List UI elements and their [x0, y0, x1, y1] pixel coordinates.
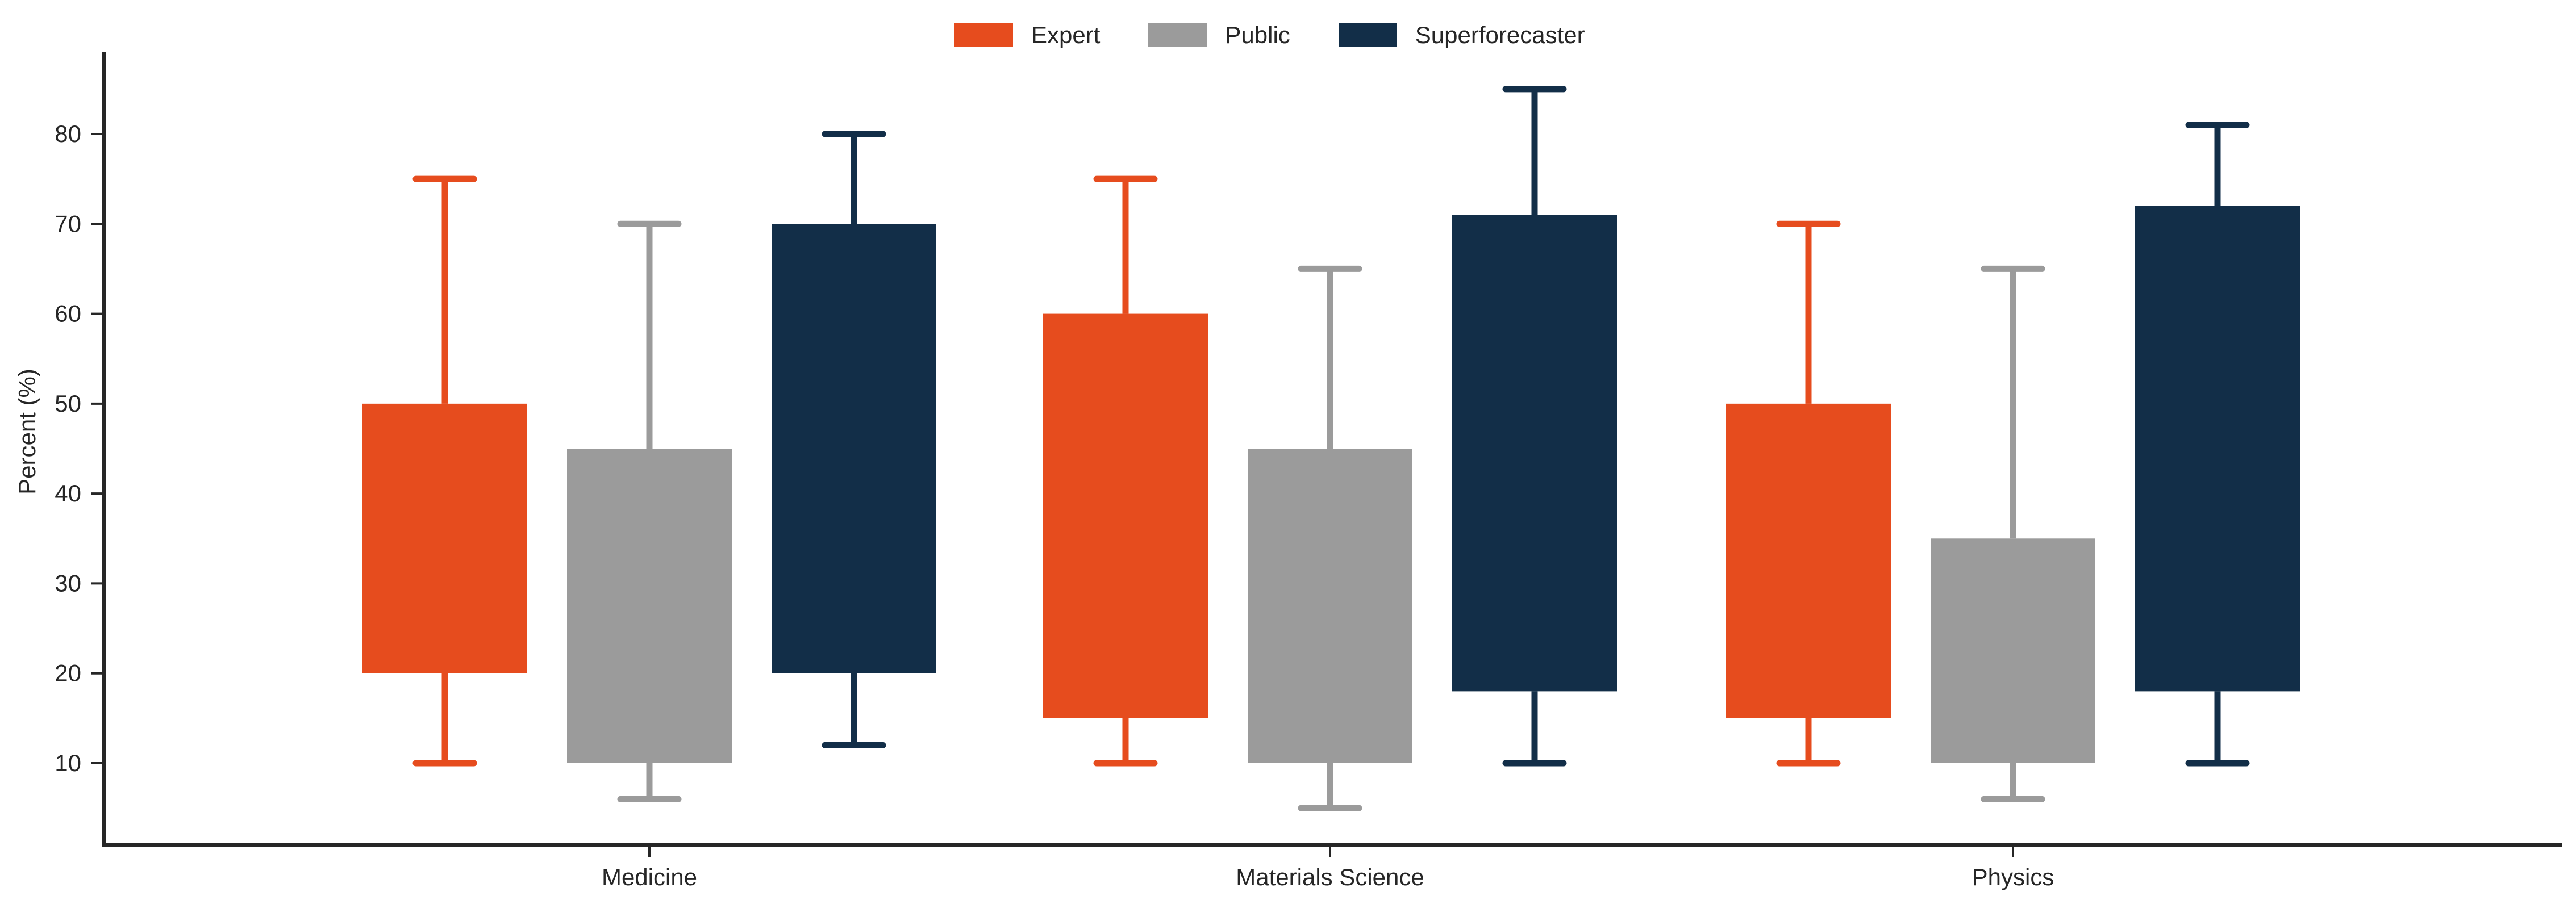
iqr-box: [1726, 403, 1891, 718]
legend-item-superforecaster: Superforecaster: [1338, 22, 1585, 49]
legend-swatch-superforecaster: [1338, 23, 1397, 47]
y-tick-label: 20: [55, 660, 81, 687]
iqr-box: [772, 224, 936, 673]
box-public-materials-science: [1248, 265, 1412, 811]
iqr-box: [1043, 313, 1208, 718]
y-tick-label: 40: [55, 480, 81, 507]
x-tick-label: Physics: [1972, 864, 2054, 890]
iqr-box: [1931, 538, 2095, 763]
iqr-box: [362, 403, 527, 673]
box-expert-medicine: [362, 175, 527, 767]
y-tick-label: 30: [55, 570, 81, 596]
chart-legend: Expert Public Superforecaster: [954, 22, 1633, 49]
legend-swatch-expert: [954, 23, 1013, 47]
x-tick-label: Medicine: [602, 864, 697, 890]
iqr-box: [2135, 206, 2300, 692]
legend-item-expert: Expert: [954, 22, 1100, 49]
legend-label-superforecaster: Superforecaster: [1415, 22, 1585, 48]
box-superforecaster-physics: [2135, 122, 2300, 767]
legend-label-public: Public: [1225, 22, 1290, 48]
y-tick-label: 80: [55, 120, 81, 147]
box-expert-physics: [1726, 220, 1891, 767]
legend-item-public: Public: [1148, 22, 1290, 49]
y-tick-label: 70: [55, 210, 81, 237]
y-tick-label: 10: [55, 750, 81, 776]
legend-label-expert: Expert: [1031, 22, 1101, 48]
iqr-box: [1248, 449, 1412, 763]
y-tick-label: 50: [55, 390, 81, 417]
iqr-box: [1452, 215, 1617, 692]
axes: 10 20 30 40 50 60 70 80 Medicine Materials Scienc…: [14, 52, 2562, 890]
y-axis-label: Percent (%): [14, 369, 40, 495]
x-tick-label: Materials Science: [1236, 864, 1424, 890]
iqr-box: [567, 449, 732, 763]
box-superforecaster-materials-science: [1452, 86, 1617, 767]
plot-area: [362, 86, 2300, 811]
box-expert-materials-science: [1043, 175, 1208, 767]
box-public-medicine: [567, 220, 732, 802]
y-tick-label: 60: [55, 300, 81, 327]
box-public-physics: [1931, 265, 2095, 802]
legend-swatch-public: [1148, 23, 1207, 47]
box-superforecaster-medicine: [772, 131, 936, 748]
